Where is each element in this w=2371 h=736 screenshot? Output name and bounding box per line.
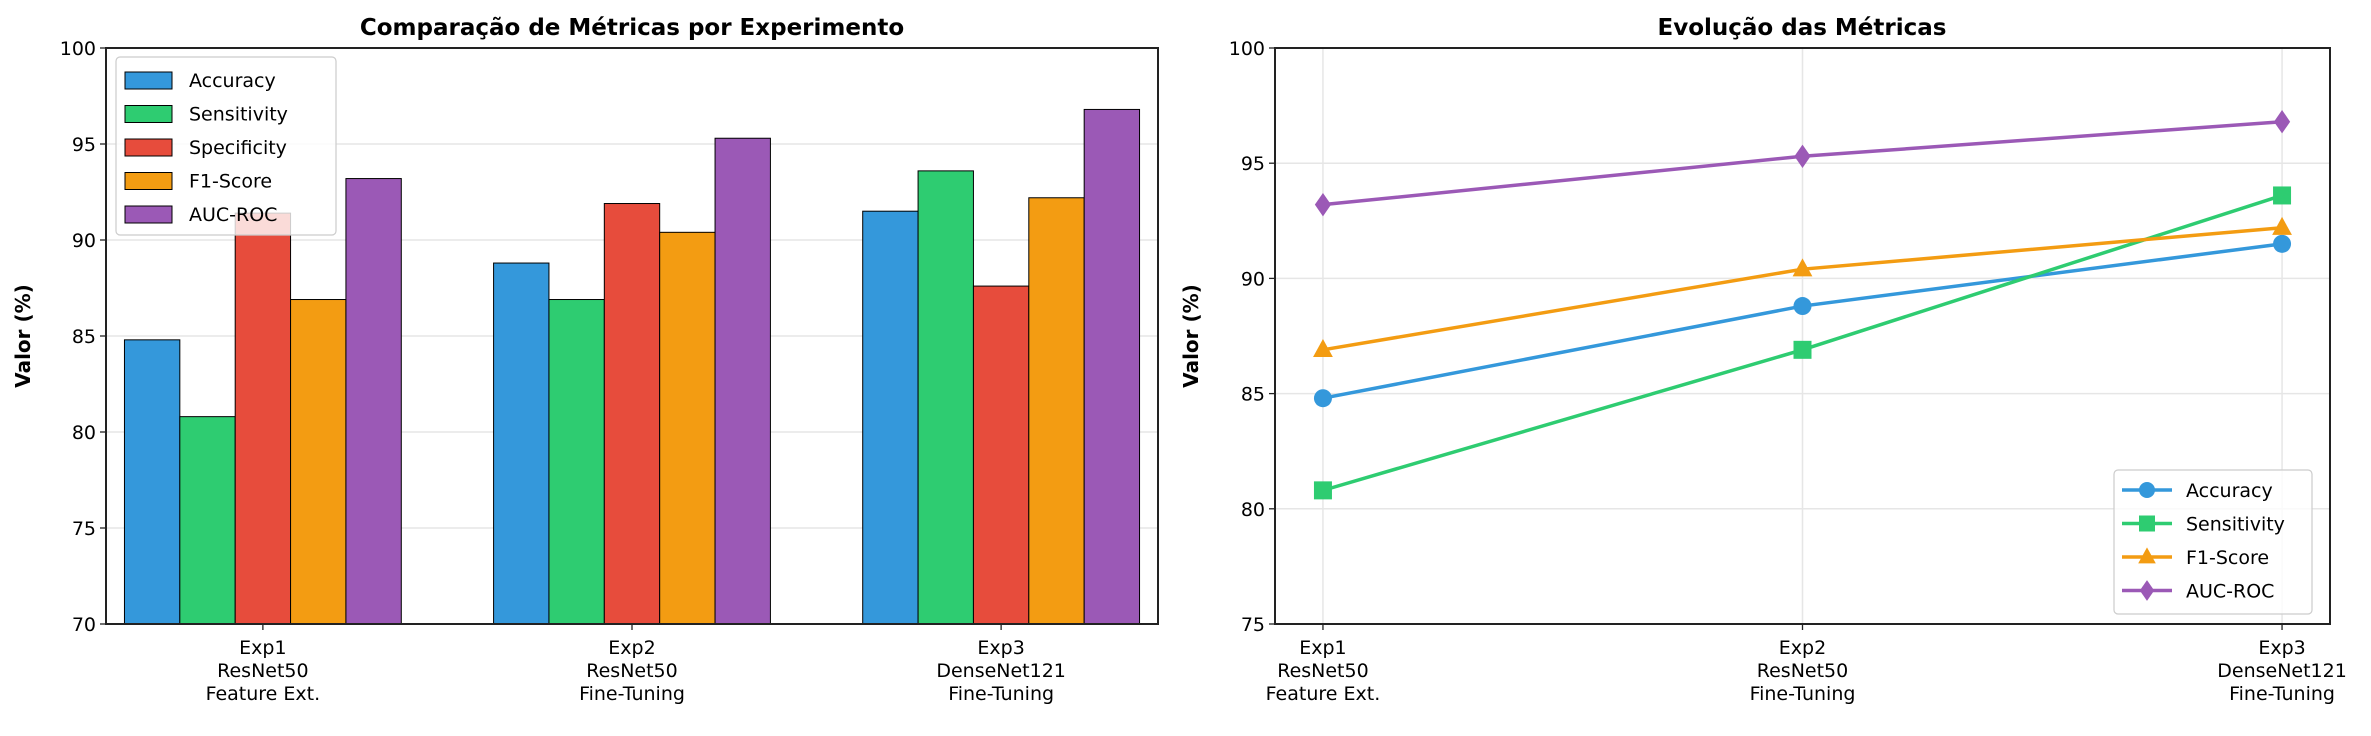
bar-chart-title: Comparação de Métricas por Experimento xyxy=(360,15,904,41)
bar-sensitivity xyxy=(179,416,236,625)
legend-label: F1-Score xyxy=(2186,547,2269,569)
legend-box xyxy=(2113,469,2313,615)
y-tick-label: 100 xyxy=(1229,38,1265,60)
line-chart-legend: Accuracy Sensitivity F1-Score AUC-ROC xyxy=(2113,469,2313,615)
marker-triangle xyxy=(1792,258,1813,277)
x-tick-label: Fine-Tuning xyxy=(1750,683,1856,705)
y-tick-label: 85 xyxy=(1241,384,1265,406)
x-tick-label: Exp3 xyxy=(977,637,1024,659)
legend-label: Sensitivity xyxy=(189,104,288,126)
y-tick-label: 75 xyxy=(1241,614,1265,636)
y-tick-label: 95 xyxy=(1241,153,1265,175)
x-tick-label: ResNet50 xyxy=(1277,660,1368,682)
x-tick-label: Fine-Tuning xyxy=(948,683,1054,705)
bar-specificity xyxy=(972,285,1030,625)
axes-frame xyxy=(105,47,1159,625)
x-tick-label: ResNet50 xyxy=(1757,660,1848,682)
marker-triangle xyxy=(2272,216,2292,235)
bar-chart-y-axis-label: Valor (%) xyxy=(11,284,35,388)
marker-square xyxy=(2273,186,2292,205)
marker-circle xyxy=(2139,482,2155,498)
legend-box xyxy=(115,56,337,236)
x-tick-label: Exp1 xyxy=(239,637,286,659)
marker-square xyxy=(1793,340,1812,359)
line-chart: Evolução das Métricas Valor (%) 75 80 85 90… xyxy=(1179,15,2347,705)
bar-auc-roc xyxy=(714,137,771,625)
legend-swatch xyxy=(124,172,173,190)
axes-frame xyxy=(1274,47,2331,625)
legend-label: Accuracy xyxy=(2186,480,2273,502)
marker-diamond xyxy=(1794,144,1811,168)
legend-swatch xyxy=(124,138,173,157)
x-tick-label: ResNet50 xyxy=(586,660,677,682)
y-tick-label: 90 xyxy=(1241,268,1265,290)
bar-auc-roc xyxy=(345,178,402,625)
legend-label: F1-Score xyxy=(189,171,272,193)
legend-label: AUC-ROC xyxy=(189,204,277,226)
x-tick-label: Exp1 xyxy=(1299,637,1346,659)
legend-label: Sensitivity xyxy=(2186,514,2285,536)
y-tick-label: 70 xyxy=(72,614,96,636)
marker-square xyxy=(2139,515,2155,532)
bar-f1-score xyxy=(1028,197,1085,625)
line-chart-title: Evolução das Métricas xyxy=(1658,15,1947,41)
marker-diamond xyxy=(2139,580,2155,601)
marker-circle xyxy=(2273,234,2292,253)
marker-circle xyxy=(1313,389,1332,408)
y-tick-label: 85 xyxy=(72,326,96,348)
x-tick-label: Fine-Tuning xyxy=(579,683,685,705)
marker-diamond xyxy=(1314,192,1332,217)
line-chart-y-axis-label: Valor (%) xyxy=(1179,284,1203,388)
y-tick-label: 75 xyxy=(72,518,96,540)
x-tick-label: Exp2 xyxy=(608,637,655,659)
x-tick-label: Feature Ext. xyxy=(1266,683,1381,705)
bar-f1-score xyxy=(290,299,347,625)
x-tick-label: Exp3 xyxy=(2258,637,2305,659)
bar-chart-legend: Accuracy Sensitivity Specificity F1-Score AU… xyxy=(115,56,337,236)
legend-label: Specificity xyxy=(189,137,287,159)
y-tick-label: 95 xyxy=(72,134,96,156)
legend-label: Accuracy xyxy=(189,70,276,92)
marker-square xyxy=(1313,481,1332,500)
marker-circle xyxy=(1793,297,1812,316)
bar-accuracy xyxy=(862,210,919,625)
bar-chart: Comparação de Métricas por Experimento V… xyxy=(11,15,1159,705)
bar-specificity xyxy=(603,203,661,625)
x-tick-label: ResNet50 xyxy=(217,660,308,682)
x-tick-label: DenseNet121 xyxy=(936,660,1066,682)
marker-diamond xyxy=(2273,110,2291,134)
x-tick-label: Fine-Tuning xyxy=(2229,683,2335,705)
marker-triangle xyxy=(2138,547,2156,564)
x-tick-label: DenseNet121 xyxy=(2217,660,2347,682)
bar-accuracy xyxy=(123,339,181,625)
bar-sensitivity xyxy=(548,299,605,625)
marker-triangle xyxy=(1313,339,1333,358)
bar-sensitivity xyxy=(917,170,974,625)
bar-specificity xyxy=(234,212,292,625)
legend-label: AUC-ROC xyxy=(2186,581,2274,603)
y-tick-label: 80 xyxy=(1241,499,1265,521)
y-tick-label: 90 xyxy=(72,230,96,252)
bar-auc-roc xyxy=(1083,108,1141,625)
legend-swatch xyxy=(124,205,173,224)
bar-f1-score xyxy=(659,231,716,625)
x-tick-label: Feature Ext. xyxy=(206,683,321,705)
y-tick-label: 100 xyxy=(60,38,96,60)
legend-swatch xyxy=(124,105,173,123)
legend-swatch xyxy=(124,71,173,90)
bar-accuracy xyxy=(493,262,550,625)
y-tick-label: 80 xyxy=(72,422,96,444)
x-tick-label: Exp2 xyxy=(1779,637,1826,659)
